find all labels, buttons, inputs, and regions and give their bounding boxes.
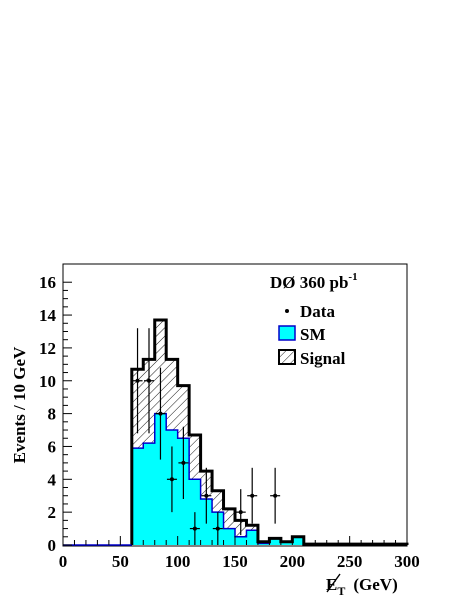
plot-frame xyxy=(62,263,408,547)
data-point-marker xyxy=(181,460,186,465)
data-point xyxy=(212,512,223,545)
x-axis-unit: (GeV) xyxy=(353,575,397,594)
legend-signal-label: Signal xyxy=(300,349,346,368)
legend-data-label: Data xyxy=(300,302,335,321)
data-point xyxy=(235,489,246,536)
y-tick-label: 0 xyxy=(48,536,57,555)
data-point-marker xyxy=(158,411,163,416)
data-point-marker xyxy=(250,493,255,498)
data-point-marker xyxy=(273,493,278,498)
data-point xyxy=(247,467,258,524)
y-axis-ticks: 0 2 4 6 8 10 12 14 16 xyxy=(39,273,72,555)
y-tick-label: 4 xyxy=(48,470,57,489)
data-point xyxy=(178,426,189,500)
data-point-marker xyxy=(169,477,174,482)
x-tick-label: 250 xyxy=(337,552,363,571)
y-tick-label: 8 xyxy=(48,405,57,424)
y-tick-label: 6 xyxy=(48,437,57,456)
legend: Data SM Signal xyxy=(278,302,346,368)
data-point-marker xyxy=(192,526,197,531)
data-point xyxy=(155,367,166,460)
legend-sm-label: SM xyxy=(300,325,326,344)
x-tick-label: 300 xyxy=(394,552,420,571)
x-axis-slash xyxy=(326,573,341,593)
legend-sm-swatch xyxy=(278,325,296,341)
signal-outline xyxy=(130,318,409,546)
data-point xyxy=(132,328,143,434)
x-tick-label: 100 xyxy=(165,552,191,571)
experiment-annotation: DØ 360 pb-1 xyxy=(270,271,358,292)
data-points-group xyxy=(132,328,281,545)
data-point xyxy=(166,446,177,513)
x-axis-ticks: 0 50 100 150 200 250 300 xyxy=(59,536,420,571)
sm-cyan-fill xyxy=(131,413,408,545)
data-point-marker xyxy=(215,526,220,531)
data-point-marker xyxy=(238,510,243,515)
legend-data-marker xyxy=(285,309,289,313)
data-point xyxy=(270,467,281,524)
data-point xyxy=(189,512,200,545)
y-axis-title: Events / 10 GeV xyxy=(10,346,29,463)
data-point xyxy=(144,328,154,434)
data-point-marker xyxy=(147,378,151,383)
data-point xyxy=(201,467,212,524)
y-tick-label: 12 xyxy=(39,339,56,358)
luminosity-exponent: -1 xyxy=(348,271,357,283)
x-tick-label: 150 xyxy=(222,552,248,571)
x-tick-label: 200 xyxy=(280,552,306,571)
legend-signal-swatch xyxy=(278,349,296,365)
y-tick-label: 10 xyxy=(39,372,56,391)
y-tick-label: 14 xyxy=(39,306,57,325)
x-axis-title: ET(GeV) xyxy=(326,573,398,598)
y-tick-label: 2 xyxy=(48,503,57,522)
data-point-marker xyxy=(135,378,140,383)
x-axis-subscript: T xyxy=(337,584,345,598)
data-point-marker xyxy=(204,493,209,498)
experiment-label: DØ 360 pb xyxy=(270,273,348,292)
x-tick-label: 0 xyxy=(59,552,68,571)
x-tick-label: 50 xyxy=(112,552,129,571)
y-tick-label: 16 xyxy=(39,273,56,292)
